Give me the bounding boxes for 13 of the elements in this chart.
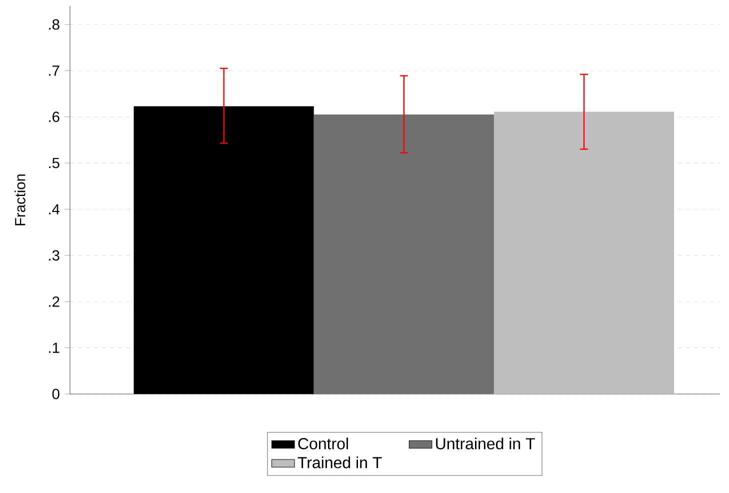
y-tick-label: .6 [49,112,60,122]
y-tick-label: .7 [49,66,60,76]
y-tick-label: .3 [49,250,60,261]
y-axis-title: Fraction [14,174,26,226]
legend-label: Control [298,438,348,450]
y-tick-label: 0 [52,388,60,400]
y-tick-label: .5 [49,158,60,168]
y-tick-label: .2 [49,296,60,307]
legend-label: Trained in T [298,456,382,468]
y-tick-label: .1 [49,342,60,353]
legend-label: Untrained in T [436,438,535,450]
y-tick-label: .4 [49,204,60,214]
y-tick-label: .8 [49,19,60,30]
